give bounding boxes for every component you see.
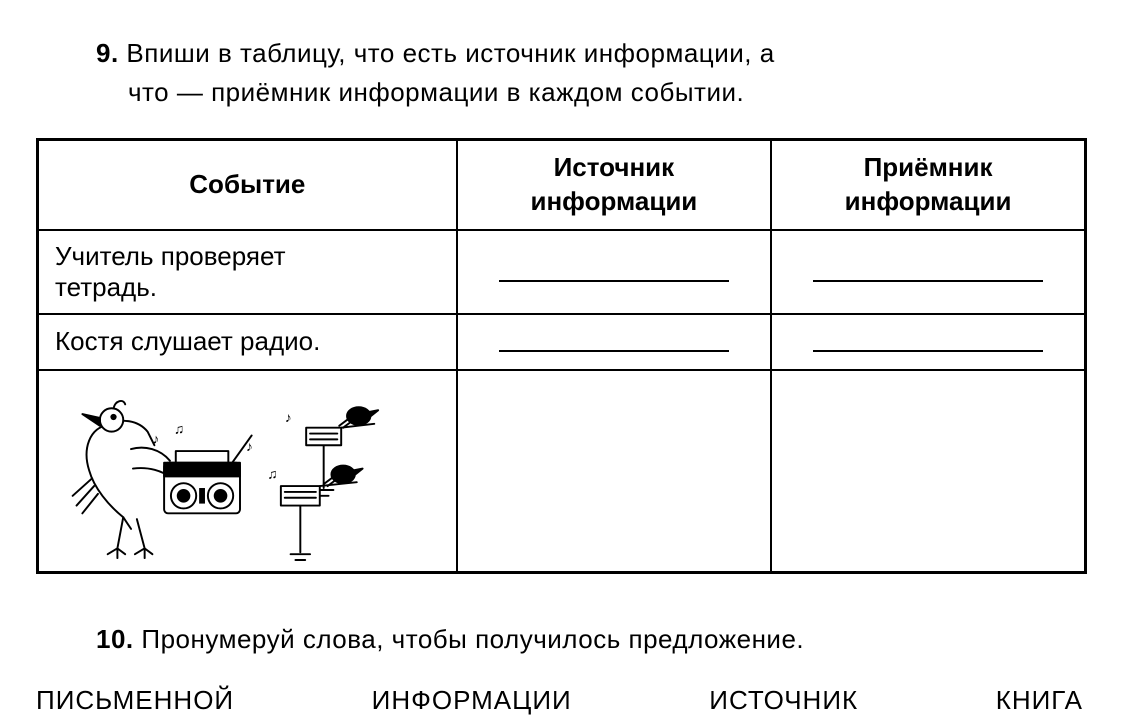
task-10-text: Пронумеруй слова, чтобы получилось предл… <box>141 624 804 654</box>
task-10-words-row: ПИСЬМЕННОЙ ИНФОРМАЦИИ ИСТОЧНИК КНИГА <box>36 685 1087 716</box>
table-header-row: Событие Источник информации Приёмник инф… <box>38 140 1086 230</box>
svg-text:♪: ♪ <box>246 439 253 454</box>
blank-line[interactable] <box>813 325 1043 352</box>
svg-text:♪: ♪ <box>152 431 159 446</box>
blank-line[interactable] <box>813 254 1043 281</box>
task-10-prompt: 10. Пронумеруй слова, чтобы получилось п… <box>96 620 1087 659</box>
source-cell-2[interactable] <box>457 314 771 370</box>
source-cell-3[interactable] <box>457 370 771 573</box>
task-9-prompt: 9. Впиши в таблицу, что есть источник ин… <box>96 34 1087 112</box>
word-3[interactable]: ИСТОЧНИК <box>709 685 858 716</box>
illustration-cell: ♪ ♫ ♪ <box>38 370 457 573</box>
word-2[interactable]: ИНФОРМАЦИИ <box>372 685 572 716</box>
blank-line[interactable] <box>499 325 729 352</box>
task-9-text-line1: Впиши в таблицу, что есть источник инфор… <box>126 38 774 68</box>
receiver-cell-3[interactable] <box>771 370 1085 573</box>
info-table: Событие Источник информации Приёмник инф… <box>36 138 1087 574</box>
event-cell-1: Учитель проверяет тетрадь. <box>38 230 457 314</box>
header-event: Событие <box>38 140 457 230</box>
header-source: Источник информации <box>457 140 771 230</box>
birds-illustration-icon: ♪ ♫ ♪ <box>55 381 425 561</box>
header-receiver: Приёмник информации <box>771 140 1085 230</box>
task-9-number: 9. <box>96 38 119 68</box>
source-cell-1[interactable] <box>457 230 771 314</box>
receiver-cell-1[interactable] <box>771 230 1085 314</box>
table-row: Учитель проверяет тетрадь. <box>38 230 1086 314</box>
word-4[interactable]: КНИГА <box>996 685 1083 716</box>
task-9-text-line2: что — приёмник информации в каждом событ… <box>128 77 744 107</box>
svg-text:♪: ♪ <box>285 410 292 425</box>
receiver-cell-2[interactable] <box>771 314 1085 370</box>
svg-text:♫: ♫ <box>174 421 184 436</box>
task-9: 9. Впиши в таблицу, что есть источник ин… <box>36 34 1087 574</box>
task-10-number: 10. <box>96 624 134 654</box>
table-row-illustration: ♪ ♫ ♪ <box>38 370 1086 573</box>
event-cell-2: Костя слушает радио. <box>38 314 457 370</box>
table-row: Костя слушает радио. <box>38 314 1086 370</box>
word-1[interactable]: ПИСЬМЕННОЙ <box>36 685 234 716</box>
task-10: 10. Пронумеруй слова, чтобы получилось п… <box>36 620 1087 716</box>
blank-line[interactable] <box>499 254 729 281</box>
svg-text:♫: ♫ <box>267 466 277 481</box>
